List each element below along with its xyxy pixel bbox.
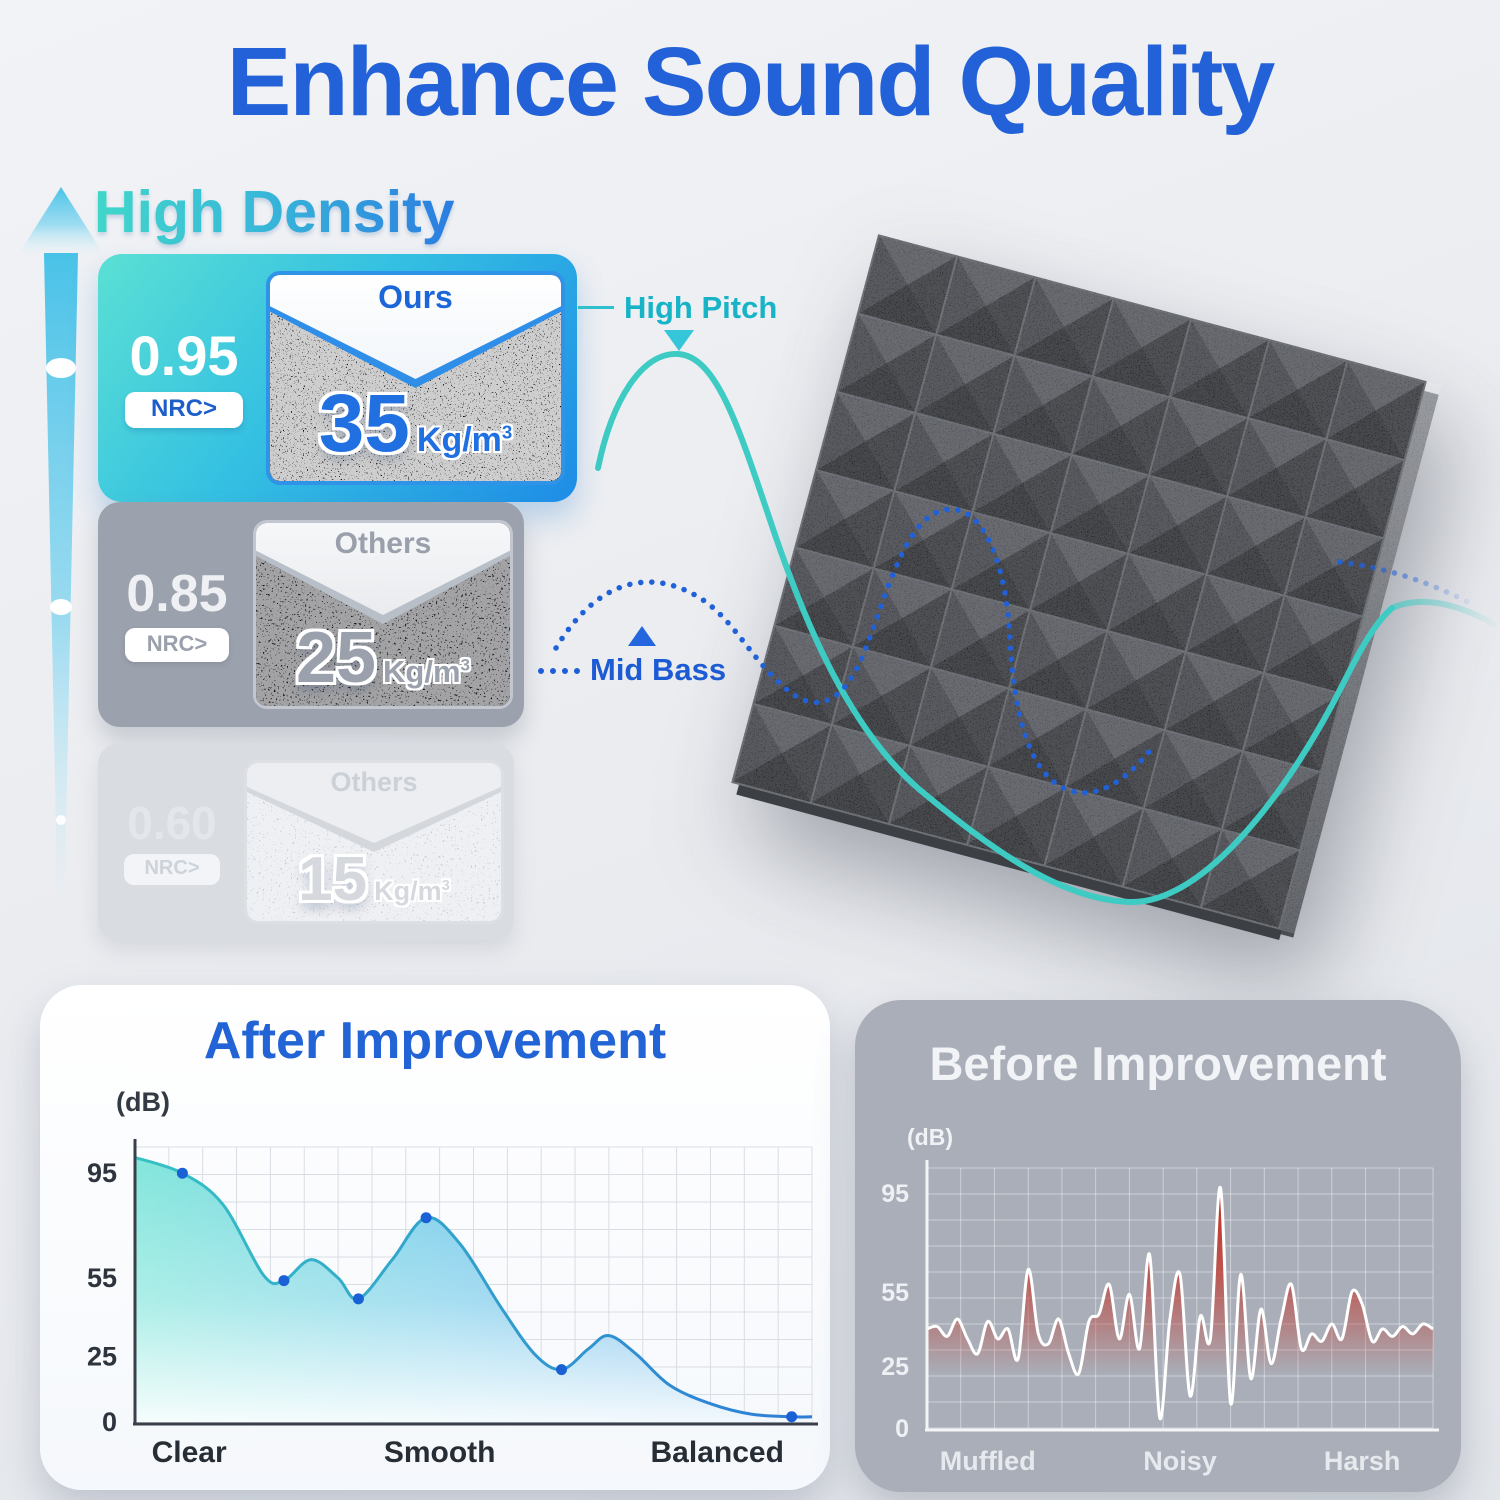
high-density-heading: High Density	[94, 179, 455, 245]
data-point-marker	[352, 1293, 364, 1305]
density-unit: Kg/m3	[416, 421, 513, 459]
density-unit: Kg/m3	[374, 876, 450, 906]
nrc-badge: NRC>	[125, 392, 243, 428]
density-unit: Kg/m3	[383, 654, 471, 689]
high-pitch-label: High Pitch	[624, 290, 778, 325]
x-category-label: Clear	[152, 1436, 227, 1469]
tag-label: Others	[330, 767, 418, 797]
data-point-marker	[786, 1411, 798, 1423]
mid-bass-label: Mid Bass	[590, 652, 727, 687]
before-chart-card: Before Improvement (dB) 95 55 25 0 Muffled No…	[855, 1000, 1461, 1492]
x-category-label: Balanced	[651, 1436, 784, 1469]
density-value: 25	[295, 618, 377, 698]
foam-swatch-faded: Others 15 Kg/m3	[244, 760, 504, 924]
density-card-others: 0.85 NRC> Others 25 Kg/m3	[98, 502, 524, 727]
mid-bass-pointer-icon	[628, 626, 656, 646]
y-tick-label: 25	[881, 1353, 909, 1381]
high-pitch-line-icon	[578, 306, 614, 309]
before-chart-title: Before Improvement	[929, 1037, 1387, 1090]
foam-swatch-ours: Ours 35 Kg/m3	[266, 271, 565, 485]
tag-label: Others	[334, 527, 432, 560]
mid-bass-dotted-line-icon	[538, 668, 580, 674]
nrc-block: 0.85 NRC>	[109, 568, 245, 662]
page-title: Enhance Sound Quality	[226, 27, 1276, 136]
nrc-value: 0.95	[129, 324, 239, 387]
x-category-label: Harsh	[1324, 1446, 1401, 1476]
y-tick-label: 25	[87, 1342, 117, 1372]
after-chart-title: After Improvement	[203, 1012, 667, 1070]
nrc-block: 0.95 NRC>	[110, 328, 258, 428]
density-value-line: 15 Kg/m3	[247, 849, 501, 911]
data-point-marker	[278, 1275, 290, 1287]
data-point-marker	[420, 1212, 432, 1224]
y-tick-label: 95	[881, 1180, 909, 1208]
arrow-dot	[56, 815, 66, 825]
density-card-others-faded: 0.60 NRC> Others 15 Kg/m3	[98, 744, 514, 940]
high-pitch-pointer-icon	[664, 330, 694, 351]
up-arrow-icon	[18, 187, 104, 923]
nrc-badge: NRC>	[125, 627, 229, 662]
nrc-value: 0.60	[127, 796, 217, 849]
tag-label: Ours	[378, 279, 453, 315]
high-pitch-wave-tail	[1389, 599, 1499, 628]
y-tick-label: 0	[895, 1415, 909, 1443]
nrc-value: 0.85	[126, 564, 228, 623]
after-chart-db-label: (dB)	[116, 1087, 170, 1117]
foam-swatch-others: Others 25 Kg/m3	[253, 520, 513, 709]
nrc-badge: NRC>	[124, 853, 220, 885]
data-point-marker	[556, 1364, 568, 1376]
density-value: 35	[318, 378, 410, 469]
data-point-marker	[176, 1167, 188, 1179]
y-tick-label: 95	[87, 1158, 117, 1188]
after-chart: 95 55 25 0 Clear Smooth Balanced	[87, 1139, 818, 1469]
x-category-label: Smooth	[384, 1436, 496, 1469]
x-category-label: Muffled	[940, 1446, 1036, 1476]
before-chart-db-label: (dB)	[907, 1124, 953, 1150]
nrc-block: 0.60 NRC>	[108, 800, 236, 885]
y-tick-label: 55	[881, 1279, 909, 1307]
before-chart: 95 55 25 0 Muffled Noisy Harsh	[881, 1160, 1439, 1476]
after-chart-card: After Improvement (dB) 95 55 25 0 Clear Smoot…	[40, 985, 830, 1490]
x-category-label: Noisy	[1143, 1446, 1217, 1476]
density-value-line: 35 Kg/m3	[270, 383, 561, 465]
y-tick-label: 0	[102, 1407, 117, 1437]
arrow-dot	[46, 358, 76, 378]
density-value-line: 25 Kg/m3	[256, 622, 510, 694]
density-card-ours: 0.95 NRC> Ours 35 Kg/m3	[98, 254, 577, 502]
arrow-dot	[50, 599, 72, 615]
pyramid-foam-panel	[731, 234, 1442, 941]
density-value: 15	[298, 845, 368, 914]
y-tick-label: 55	[87, 1263, 117, 1293]
